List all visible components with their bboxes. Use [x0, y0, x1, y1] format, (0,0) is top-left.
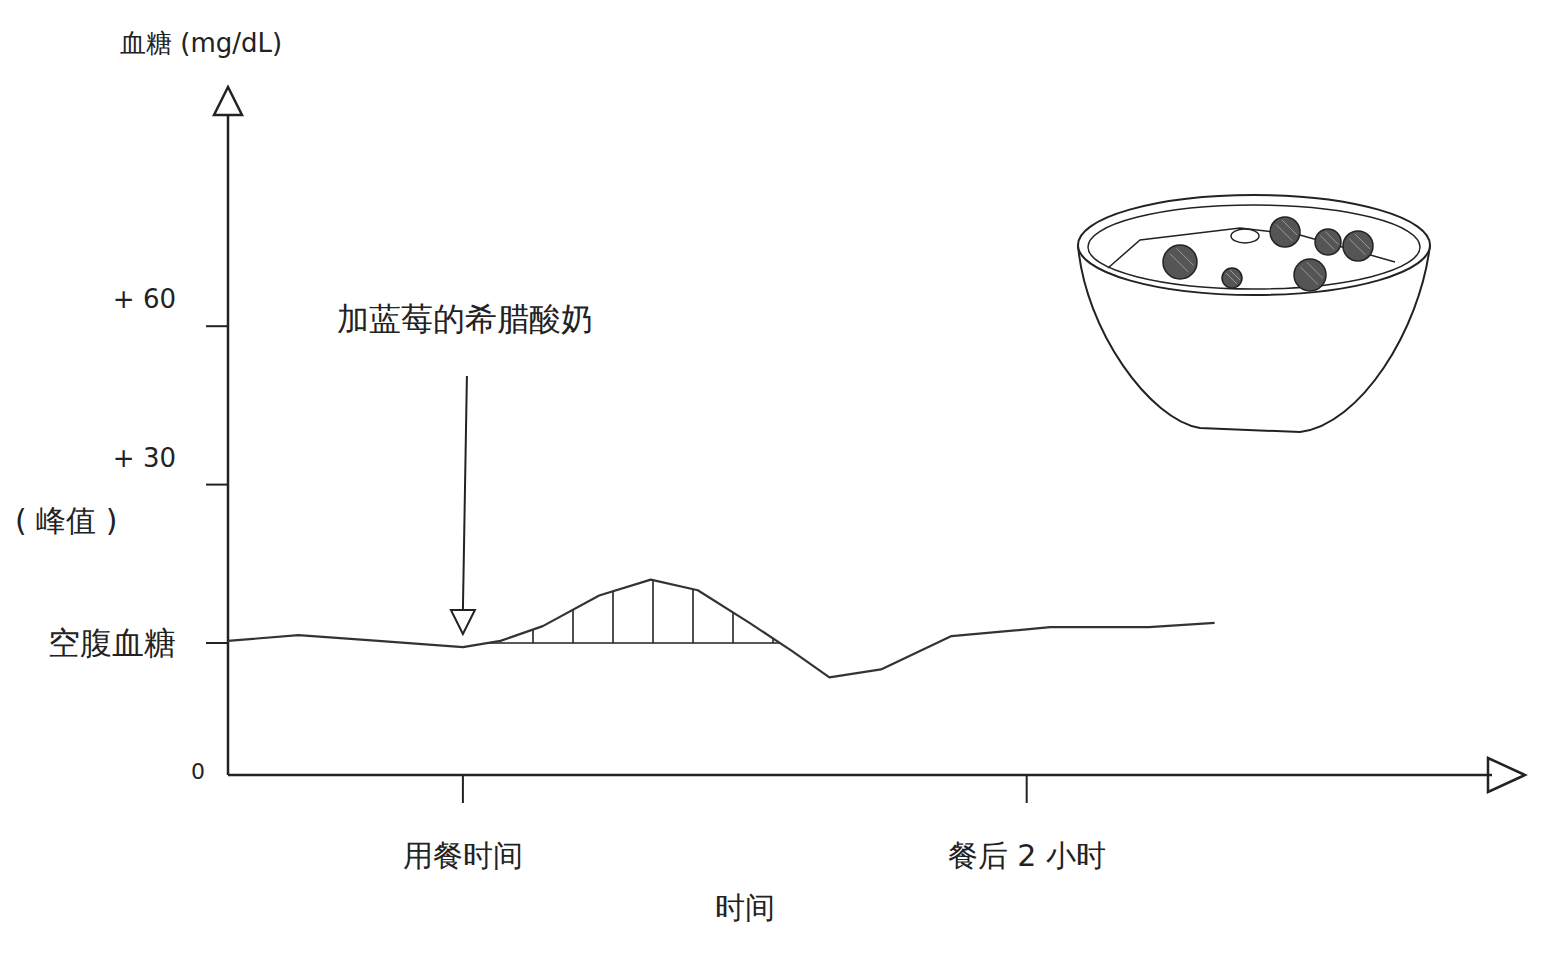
y-origin-label: 0 [191, 759, 205, 784]
y-axis-title: 血糖 (mg/dL) [120, 28, 282, 58]
y-tick [206, 325, 228, 327]
y-axis [227, 115, 230, 775]
annotation: 加蓝莓的希腊酸奶 [337, 300, 593, 338]
annotation-arrow [463, 376, 467, 610]
y-tick-label: 空腹血糖 [48, 624, 176, 662]
y-tick [206, 642, 228, 644]
x-tick [1026, 775, 1028, 803]
glucose-line [228, 580, 1215, 678]
x-tick-label: 餐后 2 小时 [948, 838, 1106, 873]
y-tick-label: + 30 [113, 443, 176, 473]
baseline [488, 642, 780, 644]
area-above-baseline [488, 580, 780, 643]
annotation-arrowhead [451, 610, 475, 634]
x-tick-label: 用餐时间 [403, 838, 523, 873]
y-axis-arrow [214, 87, 242, 115]
x-axis-arrow [1488, 758, 1525, 792]
x-axis-title: 时间 [715, 890, 775, 925]
y-tick-label: + 60 [113, 284, 176, 314]
y-tick [206, 484, 228, 486]
plot-area [228, 580, 1215, 678]
chart: 血糖 (mg/dL) 时间 0 空腹血糖 + 30 ( 峰值 ) + 60 用餐时间 餐后 2 … [0, 0, 1551, 958]
peak-label: ( 峰值 ) [15, 503, 117, 538]
x-axis [228, 774, 1492, 777]
x-tick [462, 775, 464, 803]
bowl-illustration [1078, 195, 1430, 432]
